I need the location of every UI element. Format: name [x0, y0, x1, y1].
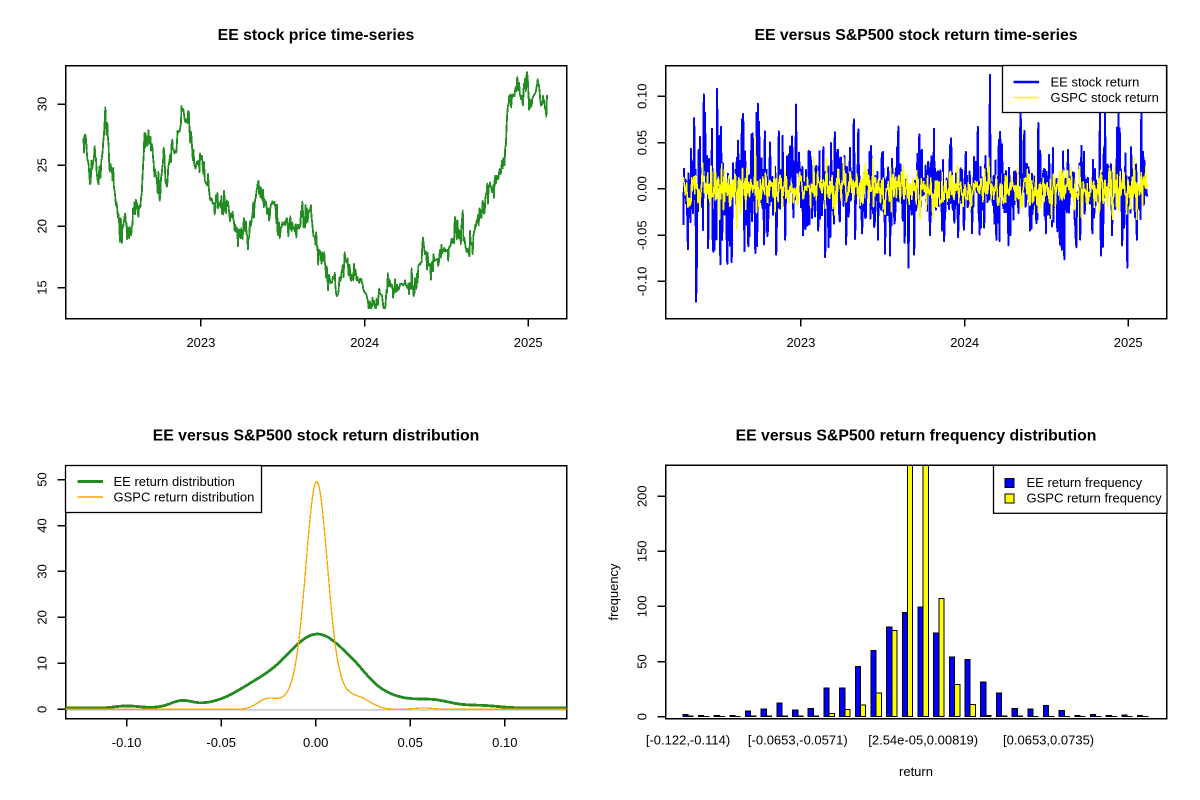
svg-text:30: 30 [35, 97, 50, 111]
svg-text:50: 50 [35, 472, 50, 486]
svg-text:[0.0653,0.0735): [0.0653,0.0735) [1003, 733, 1094, 748]
svg-text:-0.10: -0.10 [112, 735, 142, 750]
svg-text:EE versus S&P500 return freque: EE versus S&P500 return frequency distri… [736, 427, 1097, 444]
svg-text:0.00: 0.00 [635, 176, 650, 201]
svg-text:EE versus S&P500 stock return: EE versus S&P500 stock return time-serie… [754, 27, 1077, 44]
svg-text:20: 20 [35, 219, 50, 233]
svg-text:EE versus S&P500 stock return: EE versus S&P500 stock return distributi… [153, 427, 480, 444]
svg-text:0.00: 0.00 [303, 735, 328, 750]
svg-text:0: 0 [35, 706, 50, 713]
svg-text:EE return distribution: EE return distribution [114, 474, 235, 489]
svg-text:200: 200 [635, 485, 650, 507]
svg-text:20: 20 [35, 610, 50, 624]
svg-text:[-0.0653,-0.0571): [-0.0653,-0.0571) [748, 733, 848, 748]
svg-text:0.05: 0.05 [635, 130, 650, 155]
svg-text:40: 40 [35, 518, 50, 532]
svg-text:10: 10 [35, 656, 50, 670]
svg-text:0.10: 0.10 [492, 735, 517, 750]
svg-text:GSPC return distribution: GSPC return distribution [114, 489, 255, 504]
svg-text:150: 150 [635, 540, 650, 562]
svg-text:2023: 2023 [786, 335, 815, 350]
svg-text:GSPC stock return: GSPC stock return [1051, 90, 1159, 105]
svg-text:2024: 2024 [350, 335, 379, 350]
svg-text:30: 30 [35, 564, 50, 578]
svg-text:50: 50 [635, 654, 650, 668]
svg-text:100: 100 [635, 596, 650, 618]
svg-text:-0.05: -0.05 [206, 735, 236, 750]
svg-text:EE return frequency: EE return frequency [1027, 475, 1143, 490]
svg-text:EE stock price time-series: EE stock price time-series [218, 27, 415, 44]
svg-text:0.10: 0.10 [635, 84, 650, 109]
svg-text:return: return [899, 764, 933, 779]
svg-text:-0.10: -0.10 [635, 267, 650, 297]
svg-text:frequency: frequency [606, 563, 621, 621]
svg-text:2025: 2025 [1114, 335, 1143, 350]
svg-text:2023: 2023 [186, 335, 215, 350]
svg-text:EE stock return: EE stock return [1051, 74, 1140, 89]
svg-text:[2.54e-05,0.00819): [2.54e-05,0.00819) [868, 733, 978, 748]
svg-text:25: 25 [35, 158, 50, 172]
svg-text:GSPC return frequency: GSPC return frequency [1027, 490, 1163, 505]
svg-text:0.05: 0.05 [398, 735, 423, 750]
svg-text:2025: 2025 [514, 335, 543, 350]
svg-text:0: 0 [635, 713, 650, 720]
svg-text:-0.05: -0.05 [635, 220, 650, 250]
svg-text:[-0.122,-0.114): [-0.122,-0.114) [646, 733, 730, 748]
svg-text:2024: 2024 [950, 335, 979, 350]
svg-text:15: 15 [35, 280, 50, 294]
